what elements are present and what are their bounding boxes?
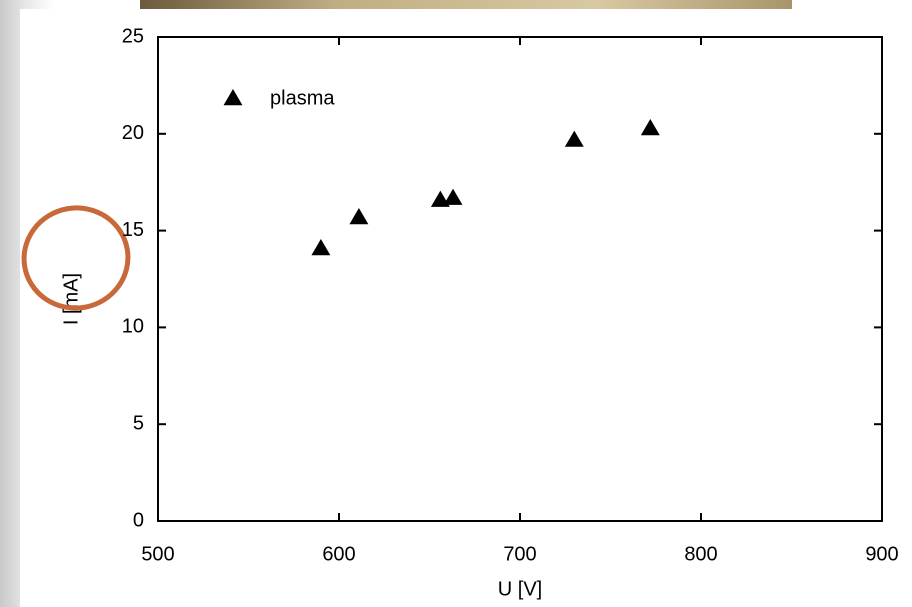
- x-tick-label: 500: [141, 543, 174, 565]
- y-tick-label: 25: [122, 25, 144, 47]
- x-tick-label: 800: [684, 543, 717, 565]
- photo-strip: [140, 0, 792, 9]
- y-tick-label: 10: [122, 316, 144, 338]
- marker: [564, 130, 584, 147]
- y-tick-label: 15: [122, 219, 144, 241]
- x-tick-label: 700: [503, 543, 536, 565]
- y-tick-label: 5: [133, 412, 144, 434]
- marker: [349, 208, 369, 225]
- y-tick-label: 20: [122, 122, 144, 144]
- legend-marker: [223, 89, 243, 106]
- slide-area: [20, 9, 912, 607]
- x-tick-label: 600: [322, 543, 355, 565]
- x-tick-label: 900: [865, 543, 898, 565]
- y-axis-label: I [mA]: [60, 273, 82, 325]
- legend-label: plasma: [270, 87, 335, 109]
- annotation-circle: [21, 205, 131, 311]
- marker: [640, 118, 660, 136]
- marker: [443, 188, 463, 205]
- marker: [311, 239, 331, 256]
- y-tick-label: 0: [133, 509, 144, 531]
- x-axis-label: U [V]: [498, 578, 542, 600]
